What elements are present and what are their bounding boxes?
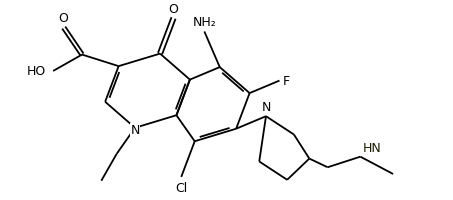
Text: NH₂: NH₂ (193, 16, 216, 29)
Text: N: N (261, 101, 271, 114)
Text: HN: HN (362, 141, 381, 154)
Text: F: F (283, 75, 290, 88)
Text: HO: HO (27, 65, 46, 78)
Text: O: O (169, 3, 178, 16)
Text: Cl: Cl (175, 181, 188, 194)
Text: O: O (58, 12, 67, 25)
Text: N: N (130, 124, 140, 137)
